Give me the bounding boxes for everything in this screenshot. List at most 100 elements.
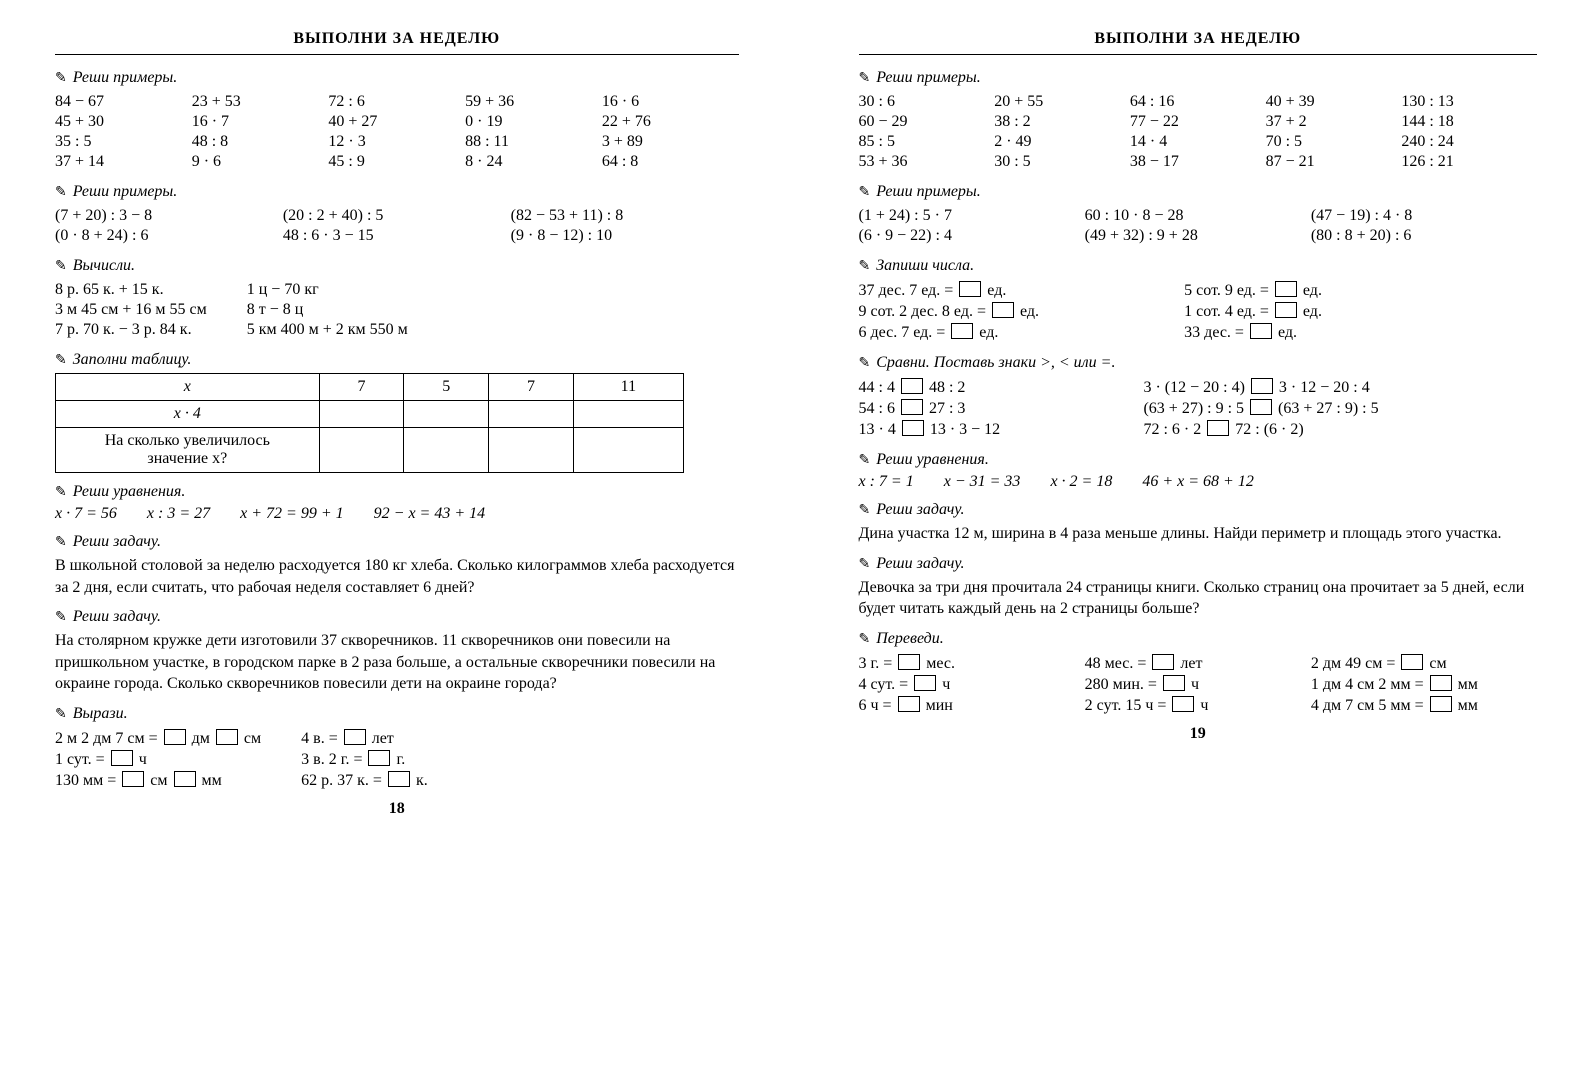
table-cell[interactable]: [319, 428, 404, 473]
expr: (7 + 20) : 3 − 8: [55, 207, 283, 225]
expr: (0 · 8 + 24) : 6: [55, 227, 283, 245]
answer-box[interactable]: [174, 771, 196, 787]
expr: 37 дес. 7 ед. = ед.: [859, 281, 1185, 300]
compare-grid: 44 : 4 48 : 2 54 : 6 27 : 3 13 · 4 13 · …: [859, 376, 1538, 441]
expr: (63 + 27) : 9 : 5 (63 + 27 : 9) : 5: [1143, 399, 1378, 418]
expr: 30 : 5: [994, 153, 1130, 171]
expr: 72 : 6 · 2 72 : (6 · 2): [1143, 420, 1378, 439]
examples-grid: 84 − 67 45 + 30 35 : 5 37 + 14 23 + 53 1…: [55, 91, 739, 173]
page-right: ВЫПОЛНИ ЗА НЕДЕЛЮ Реши примеры. 30 : 6 6…: [794, 0, 1587, 1080]
section-head: Реши примеры.: [55, 69, 739, 87]
convert-grid: 3 г. = мес. 4 сут. = ч 6 ч = мин 48 мес.…: [859, 652, 1538, 717]
expr: 37 + 2: [1266, 113, 1402, 131]
answer-box[interactable]: [1172, 696, 1194, 712]
answer-box[interactable]: [368, 750, 390, 766]
expr: 20 + 55: [994, 93, 1130, 111]
expr: 6 дес. 7 ед. = ед.: [859, 323, 1185, 342]
examples-grid: 30 : 6 60 − 29 85 : 5 53 + 36 20 + 55 38…: [859, 91, 1538, 173]
expr: 9 · 6: [192, 153, 329, 171]
expr: (80 : 8 + 20) : 6: [1311, 227, 1537, 245]
expr: 8 р. 65 к. + 15 к.: [55, 281, 207, 299]
expr: 48 : 8: [192, 133, 329, 151]
answer-box[interactable]: [164, 729, 186, 745]
section-head: Реши примеры.: [859, 69, 1538, 87]
expr: 60 − 29: [859, 113, 995, 131]
task-text: Девочка за три дня прочитала 24 страницы…: [859, 577, 1538, 620]
divider: [859, 54, 1538, 55]
answer-box[interactable]: [901, 378, 923, 394]
equation: x · 7 = 56: [55, 505, 117, 523]
expr: 22 + 76: [602, 113, 739, 131]
expr: 9 сот. 2 дес. 8 ед. = ед.: [859, 302, 1185, 321]
table-cell: 11: [573, 374, 683, 401]
answer-box[interactable]: [1430, 696, 1452, 712]
task-text: На столярном кружке дети изготовили 37 с…: [55, 630, 739, 695]
answer-box[interactable]: [1275, 281, 1297, 297]
expr: 48 мес. = лет: [1085, 654, 1311, 673]
answer-box[interactable]: [901, 399, 923, 415]
answer-box[interactable]: [1430, 675, 1452, 691]
answer-box[interactable]: [388, 771, 410, 787]
table-cell: 5: [404, 374, 489, 401]
answer-box[interactable]: [951, 323, 973, 339]
answer-box[interactable]: [902, 420, 924, 436]
page-left: ВЫПОЛНИ ЗА НЕДЕЛЮ Реши примеры. 84 − 67 …: [0, 0, 794, 1080]
section-head: Сравни. Поставь знаки >, < или =.: [859, 354, 1538, 372]
answer-box[interactable]: [1401, 654, 1423, 670]
expr: 3 г. = мес.: [859, 654, 1085, 673]
answer-box[interactable]: [216, 729, 238, 745]
expr: 8 т − 8 ц: [247, 301, 408, 319]
expr: 2 · 49: [994, 133, 1130, 151]
answer-box[interactable]: [1207, 420, 1229, 436]
section-head: Заполни таблицу.: [55, 351, 739, 369]
table-cell[interactable]: [404, 428, 489, 473]
answer-box[interactable]: [1152, 654, 1174, 670]
table-header: x: [56, 374, 320, 401]
answer-box[interactable]: [898, 654, 920, 670]
table-cell[interactable]: [404, 401, 489, 428]
expr: 144 : 18: [1401, 113, 1537, 131]
expr: 4 в. = лет: [301, 729, 428, 748]
answer-box[interactable]: [992, 302, 1014, 318]
expr: 53 + 36: [859, 153, 995, 171]
answer-box[interactable]: [1163, 675, 1185, 691]
expr: 64 : 16: [1130, 93, 1266, 111]
table-cell[interactable]: [573, 428, 683, 473]
answer-box[interactable]: [914, 675, 936, 691]
expr: 7 р. 70 к. − 3 р. 84 к.: [55, 321, 207, 339]
expr: 35 : 5: [55, 133, 192, 151]
table-cell[interactable]: [319, 401, 404, 428]
answer-box[interactable]: [1275, 302, 1297, 318]
answer-box[interactable]: [959, 281, 981, 297]
answer-box[interactable]: [122, 771, 144, 787]
table-cell: 7: [319, 374, 404, 401]
expr: 60 : 10 · 8 − 28: [1085, 207, 1311, 225]
expr: 3 м 45 см + 16 м 55 см: [55, 301, 207, 319]
equations: x : 7 = 1 x − 31 = 33 x · 2 = 18 46 + x …: [859, 473, 1538, 491]
section-head: Реши задачу.: [859, 555, 1538, 573]
answer-box[interactable]: [1250, 323, 1272, 339]
equation: x + 72 = 99 + 1: [240, 505, 344, 523]
expr: 77 − 22: [1130, 113, 1266, 131]
table-cell[interactable]: [573, 401, 683, 428]
expr: 2 сут. 15 ч = ч: [1085, 696, 1311, 715]
expr: 2 дм 49 см = см: [1311, 654, 1537, 673]
expr: 85 : 5: [859, 133, 995, 151]
expr: 12 · 3: [328, 133, 465, 151]
answer-box[interactable]: [1251, 378, 1273, 394]
calc-grid: 8 р. 65 к. + 15 к. 3 м 45 см + 16 м 55 с…: [55, 279, 739, 341]
divider: [55, 54, 739, 55]
expr: 48 : 6 · 3 − 15: [283, 227, 511, 245]
expr: 4 дм 7 см 5 мм = мм: [1311, 696, 1537, 715]
answer-box[interactable]: [898, 696, 920, 712]
answer-box[interactable]: [1250, 399, 1272, 415]
expr: 3 + 89: [602, 133, 739, 151]
equations: x · 7 = 56 x : 3 = 27 x + 72 = 99 + 1 92…: [55, 505, 739, 523]
answer-box[interactable]: [344, 729, 366, 745]
expr: (9 · 8 − 12) : 10: [511, 227, 739, 245]
section-head: Реши задачу.: [55, 533, 739, 551]
table-cell[interactable]: [489, 428, 574, 473]
expr: 8 · 24: [465, 153, 602, 171]
answer-box[interactable]: [111, 750, 133, 766]
table-cell[interactable]: [489, 401, 574, 428]
